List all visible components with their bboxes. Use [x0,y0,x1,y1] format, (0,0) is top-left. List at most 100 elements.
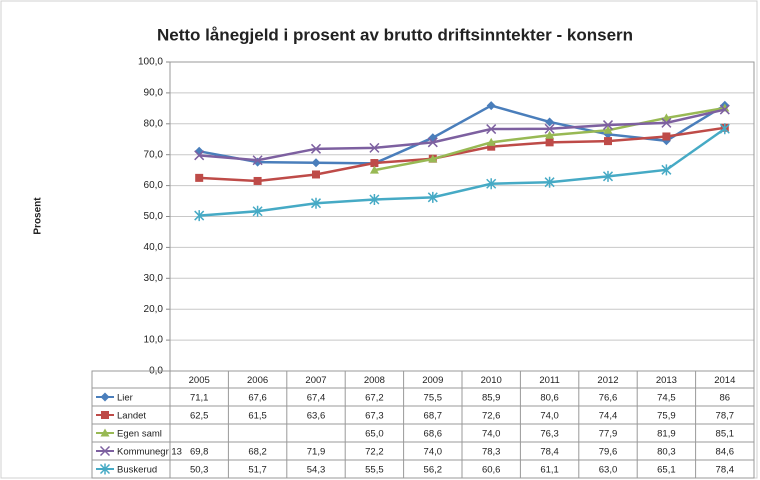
legend-label: Kommunegr 13 [117,447,182,458]
point [194,210,205,222]
point [662,132,671,141]
legend-label: Landet [117,411,146,422]
table-value: 74,4 [599,411,618,422]
point [427,191,438,203]
table-value: 75,9 [657,411,676,422]
y-tick-label: 10,0 [144,335,164,346]
point [312,170,320,179]
point [427,137,438,148]
x-tick-label: 2006 [247,375,268,386]
point [428,154,438,163]
table-value: 67,4 [307,393,326,404]
x-tick-label: 2010 [481,375,502,386]
point [310,143,322,154]
legend-label: Buskerud [117,465,157,476]
table-value: 74,0 [482,429,501,440]
table-value: 78,4 [540,447,559,458]
table-value: 86 [720,393,731,404]
point [544,123,555,134]
point [719,123,730,135]
table-value: 68,7 [424,411,443,422]
table-value: 54,3 [307,465,326,476]
point [545,138,554,147]
legend-marker [100,428,110,437]
table-value: 60,6 [482,465,501,476]
table-value: 80,3 [657,447,676,458]
y-tick-label: 20,0 [144,304,164,315]
point [310,197,322,209]
table-value: 79,6 [599,447,618,458]
series-line [199,108,726,162]
point [252,155,263,166]
series-line [199,127,726,217]
point [253,176,262,185]
x-tick-label: 2013 [656,375,677,386]
x-tick-label: 2007 [305,375,326,386]
point [603,125,613,134]
y-tick-label: 70,0 [144,149,164,160]
point [602,120,614,131]
legend-marker [101,411,109,419]
point [252,205,263,217]
point [486,101,496,111]
table-value: 74,0 [424,447,443,458]
y-tick-label: 30,0 [144,273,164,284]
table-value: 63,0 [599,465,618,476]
table-value: 69,8 [190,447,209,458]
table-value: 76,3 [540,429,559,440]
y-tick-label: 80,0 [144,118,164,129]
point [604,137,612,146]
point [545,130,555,139]
legend-marker [100,392,110,402]
point [311,158,321,168]
point [194,150,205,161]
legend-marker [99,463,111,475]
series-line [199,126,725,183]
point [487,142,496,151]
table-value: 77,9 [599,429,618,440]
legend-label: Lier [117,393,133,404]
point [661,117,672,128]
table-value: 56,2 [424,465,443,476]
table-value: 55,5 [365,465,384,476]
point [486,137,496,146]
table-value: 74,0 [540,411,559,422]
table-value: 85,9 [482,393,501,404]
table-value: 67,6 [248,393,267,404]
point [544,176,555,188]
table-value: 63,6 [307,411,326,422]
point [369,165,379,174]
table-value: 80,6 [540,393,559,404]
table-value: 65,1 [657,465,676,476]
table-value: 67,2 [365,393,384,404]
table-value: 85,1 [716,429,735,440]
table-value: 84,6 [716,447,735,458]
table-value: 50,3 [190,465,209,476]
table-value: 71,9 [307,447,326,458]
table-value: 68,2 [248,447,267,458]
table-value: 78,7 [716,411,735,422]
x-tick-label: 2005 [189,375,210,386]
table-value: 72,6 [482,411,501,422]
y-tick-label: 50,0 [144,211,164,222]
y-tick-label: 100,0 [138,57,163,68]
point [661,164,672,176]
table-value: 78,3 [482,447,501,458]
point [370,159,379,168]
table-value: 61,5 [248,411,267,422]
table-value: 67,3 [365,411,384,422]
table-value: 76,6 [599,393,618,404]
table-value: 72,2 [365,447,384,458]
legend-marker [99,445,111,457]
point [369,142,380,153]
table-value: 81,9 [657,429,676,440]
table-value: 68,6 [424,429,443,440]
point [195,173,204,182]
y-tick-label: 90,0 [144,88,164,99]
table-value: 74,5 [657,393,676,404]
table-value: 78,4 [716,465,735,476]
point [486,124,497,135]
legend-label: Egen saml [117,429,162,440]
table-value: 51,7 [248,465,267,476]
